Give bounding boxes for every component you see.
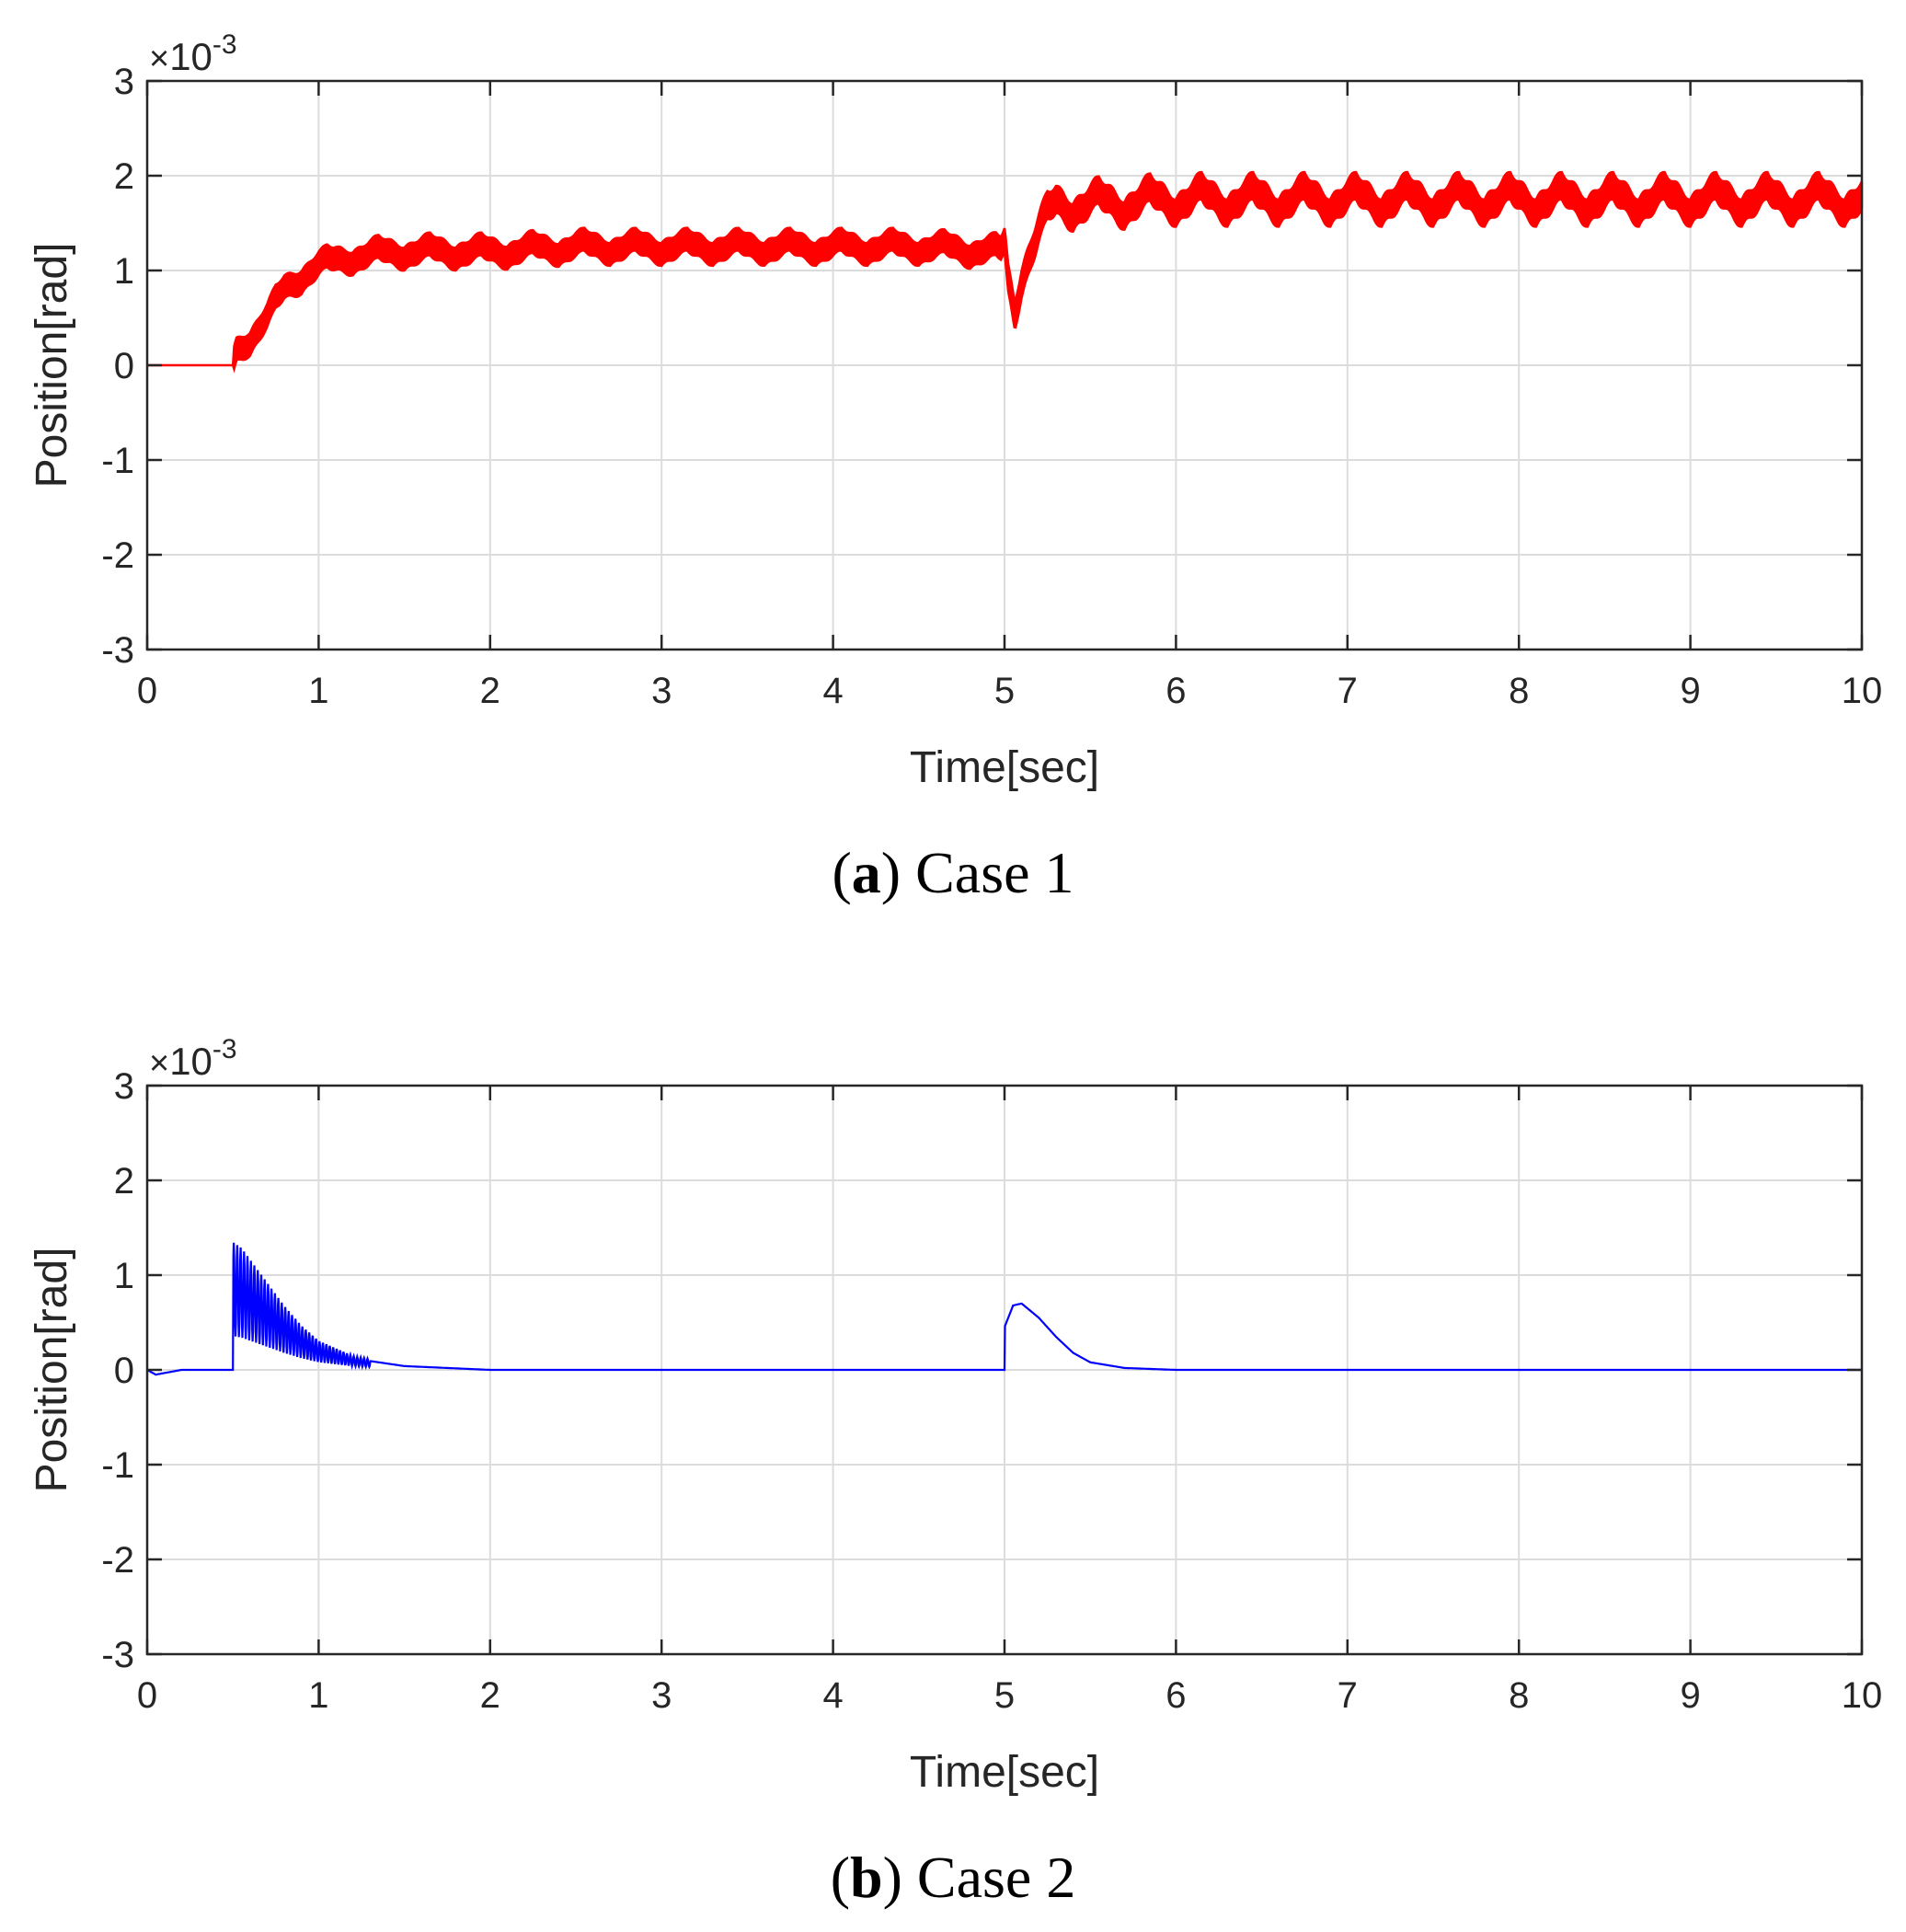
panel-a-exponent: ×10-3 bbox=[149, 29, 237, 78]
panel-a-ticks bbox=[145, 79, 1864, 651]
panel-b-caption: (b) Case 2 bbox=[831, 1845, 1076, 1910]
x-tick-label: 0 bbox=[137, 671, 157, 711]
x-tick-label: 8 bbox=[1509, 1675, 1529, 1716]
x-tick-label: 5 bbox=[994, 1675, 1015, 1716]
panel-b-exponent: ×10-3 bbox=[149, 1034, 237, 1083]
panel-b-x-tick-labels: 0 1 2 3 4 5 6 7 8 9 10 bbox=[137, 1675, 1882, 1716]
y-tick-label: 0 bbox=[114, 346, 134, 386]
y-tick-label: -2 bbox=[101, 535, 134, 576]
x-tick-label: 1 bbox=[308, 1675, 328, 1716]
y-tick-label: 2 bbox=[114, 156, 134, 197]
series-line bbox=[146, 1242, 1862, 1376]
x-tick-label: 8 bbox=[1509, 671, 1529, 711]
panel-a-x-axis-title: Time[sec] bbox=[910, 743, 1099, 792]
y-tick-label: -1 bbox=[101, 1445, 134, 1486]
panel-a-gridlines bbox=[147, 81, 1862, 650]
x-tick-label: 4 bbox=[822, 671, 843, 711]
x-tick-label: 10 bbox=[1842, 671, 1883, 711]
x-tick-label: 6 bbox=[1165, 1675, 1186, 1716]
x-tick-label: 5 bbox=[994, 671, 1015, 711]
y-tick-label: -1 bbox=[101, 441, 134, 481]
x-tick-label: 0 bbox=[137, 1675, 157, 1716]
panel-a-y-axis-title: Position[rad] bbox=[28, 243, 76, 489]
y-tick-label: 0 bbox=[114, 1351, 134, 1391]
x-tick-label: 10 bbox=[1842, 1675, 1883, 1716]
x-tick-label: 9 bbox=[1680, 671, 1700, 711]
panel-a-y-tick-labels: 3 2 1 0 -1 -2 -3 bbox=[101, 62, 134, 671]
x-tick-label: 2 bbox=[480, 671, 500, 711]
x-tick-label: 1 bbox=[308, 671, 328, 711]
panel-b-ticks bbox=[145, 1084, 1864, 1656]
y-tick-label: -3 bbox=[101, 1635, 134, 1675]
y-tick-label: 3 bbox=[114, 1066, 134, 1107]
y-tick-label: 2 bbox=[114, 1161, 134, 1202]
y-tick-label: -2 bbox=[101, 1540, 134, 1581]
panel-a-caption: (a) Case 1 bbox=[832, 840, 1074, 905]
panel-b-y-axis-title: Position[rad] bbox=[28, 1248, 76, 1493]
x-tick-label: 4 bbox=[822, 1675, 843, 1716]
y-tick-label: 1 bbox=[114, 1256, 134, 1296]
y-tick-label: -3 bbox=[101, 630, 134, 671]
panel-b-x-axis-title: Time[sec] bbox=[910, 1748, 1099, 1797]
x-tick-label: 3 bbox=[651, 1675, 672, 1716]
y-tick-label: 3 bbox=[114, 62, 134, 102]
panel-b-series bbox=[146, 1242, 1862, 1376]
x-tick-label: 7 bbox=[1338, 1675, 1358, 1716]
x-tick-label: 6 bbox=[1165, 671, 1186, 711]
x-tick-label: 9 bbox=[1680, 1675, 1700, 1716]
panel-a-x-tick-labels: 0 1 2 3 4 5 6 7 8 9 10 bbox=[137, 671, 1882, 711]
x-tick-label: 7 bbox=[1338, 671, 1358, 711]
panel-b-y-tick-labels: 3 2 1 0 -1 -2 -3 bbox=[101, 1066, 134, 1675]
x-tick-label: 3 bbox=[651, 671, 672, 711]
x-tick-label: 2 bbox=[480, 1675, 500, 1716]
y-tick-label: 1 bbox=[114, 251, 134, 292]
